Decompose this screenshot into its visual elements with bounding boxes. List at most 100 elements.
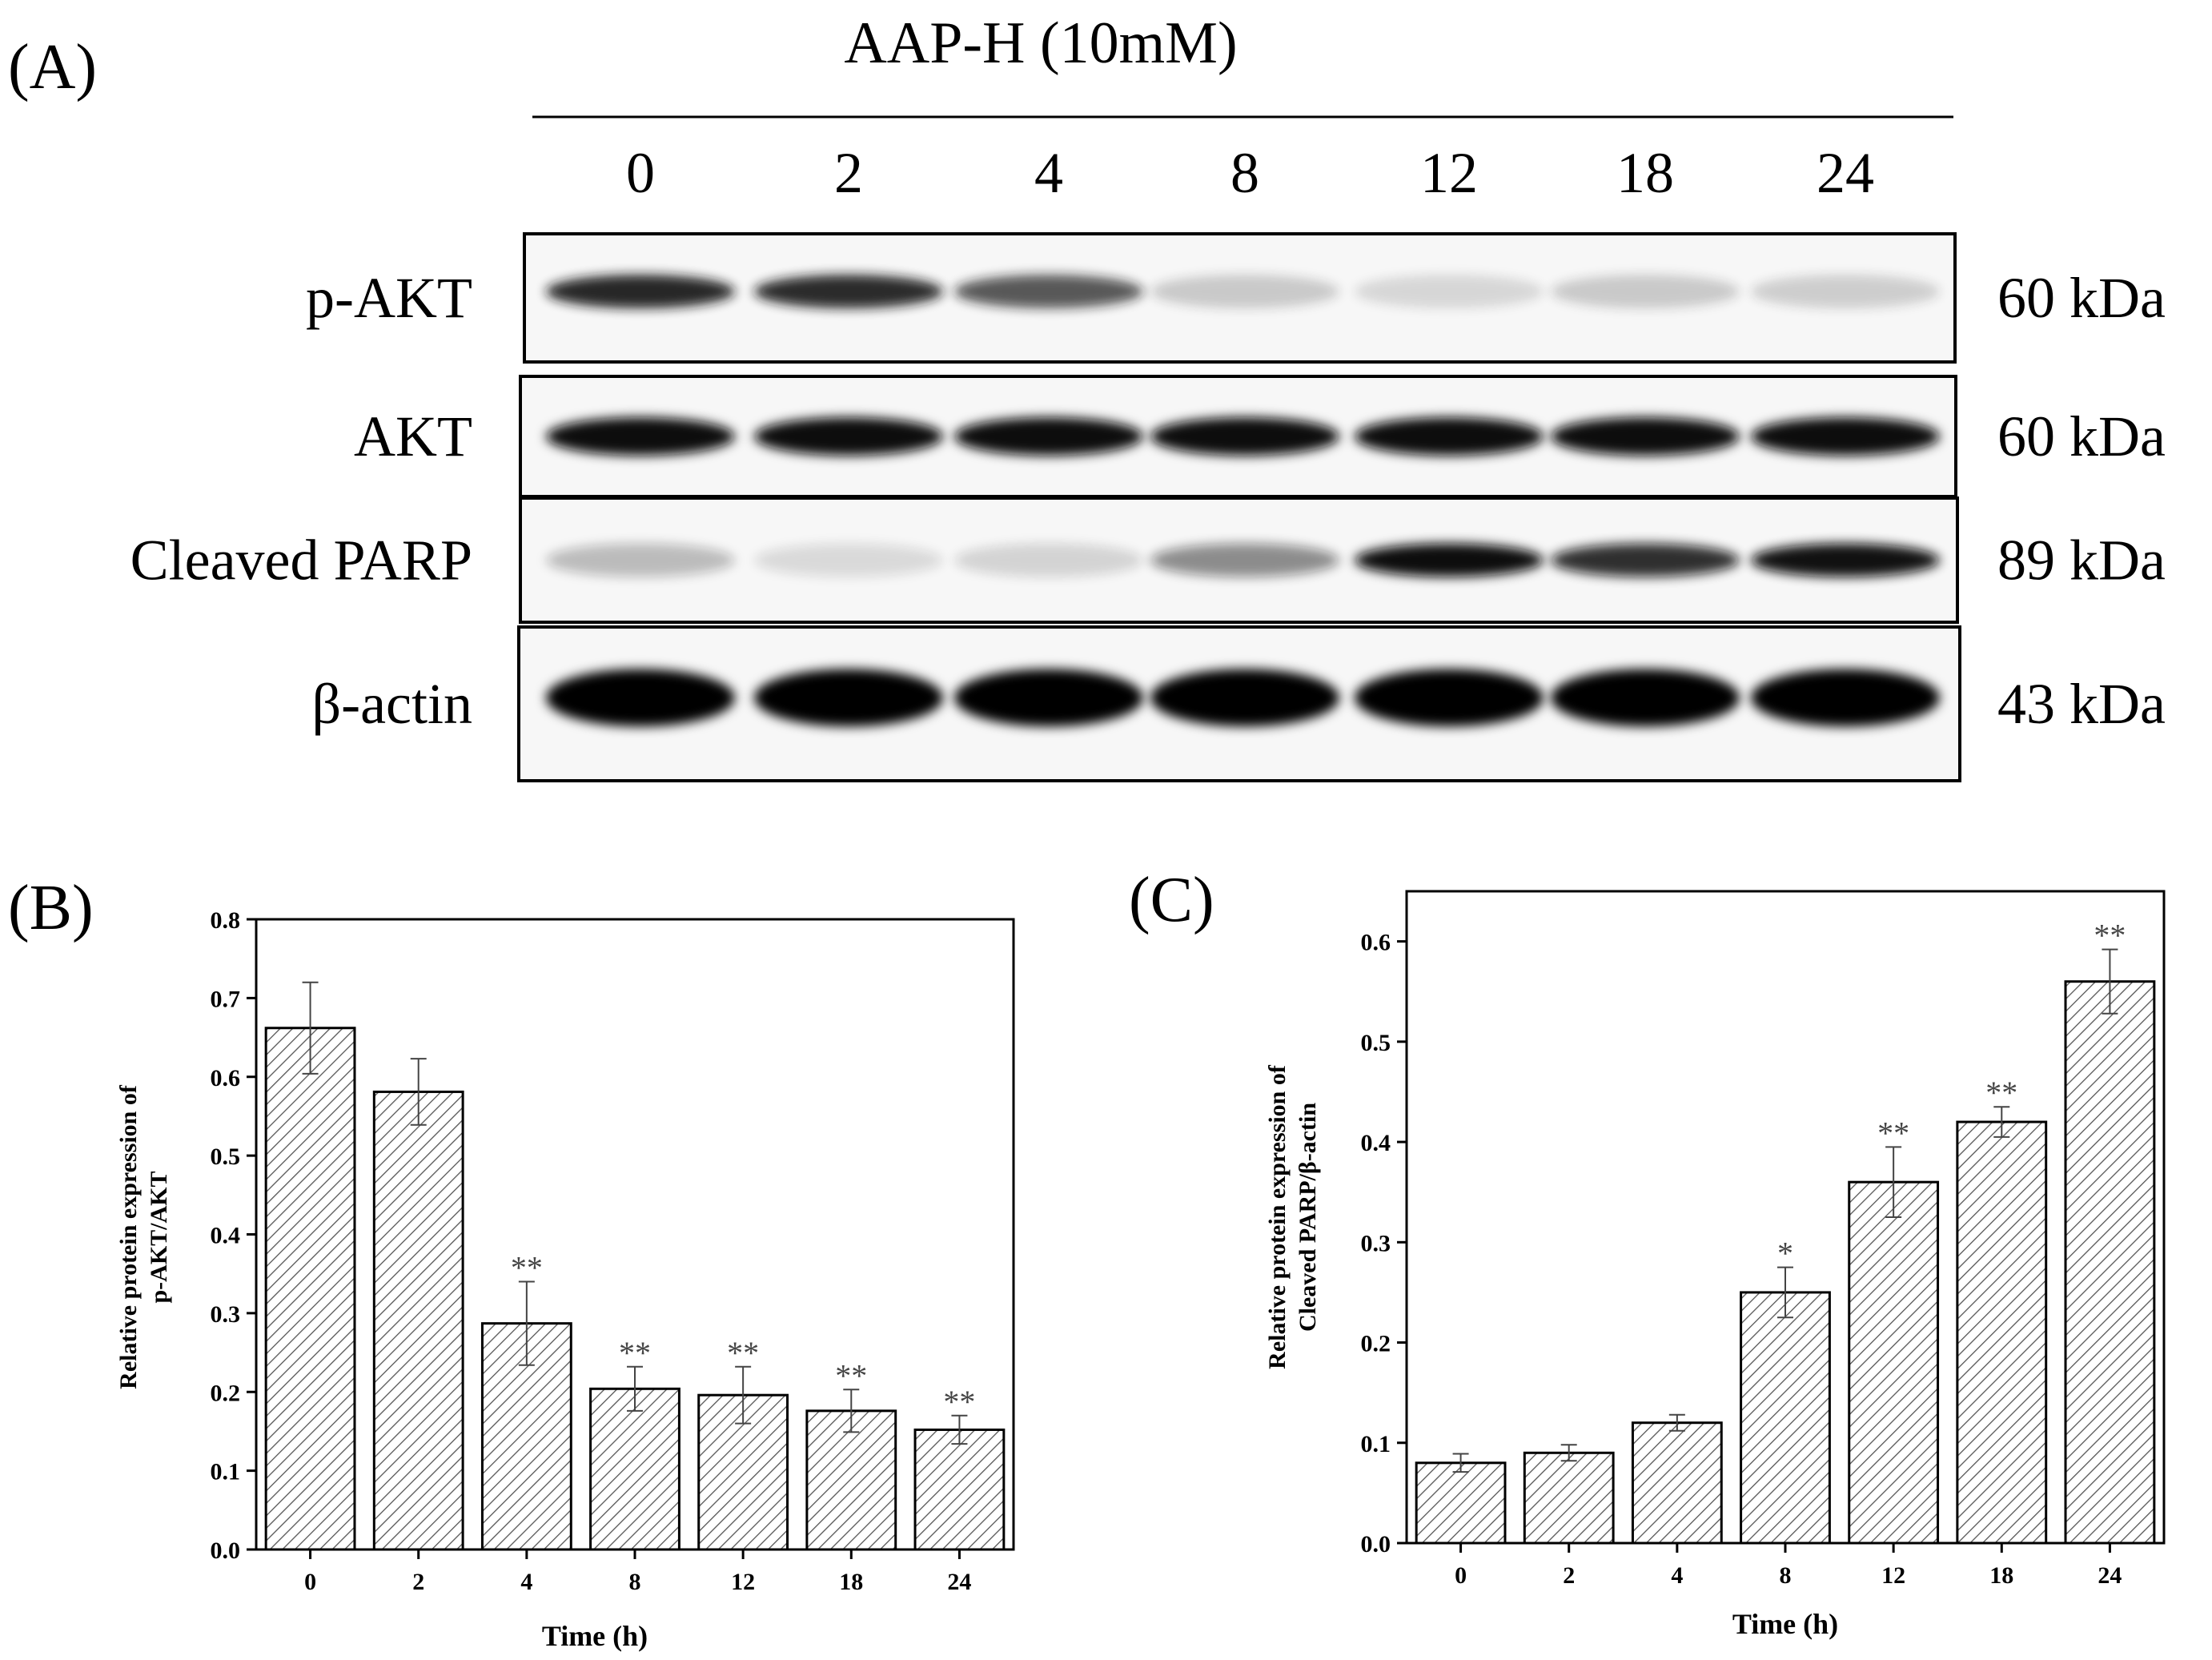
blot-band [754,275,943,308]
x-tick-label: 24 [2098,1562,2122,1589]
x-tick-label: 4 [520,1569,532,1595]
blot-band [1150,543,1339,577]
blot-strips: p-AKT 60 kDa AKT 60 kDa Cleaved PARP 89 kDa β-… [130,232,2166,782]
x-tick-label: 0 [304,1569,316,1595]
y-tick-label: 0.0 [1361,1531,1391,1558]
x-tick-label: 18 [839,1569,863,1595]
y-tick-label: 0.5 [1361,1030,1391,1056]
x-tick-label: 0 [1455,1562,1467,1589]
significance-mark: ** [1985,1075,2017,1111]
blot-band [1551,417,1740,456]
blot-band [1355,275,1544,308]
blot-band [546,417,735,456]
blot-band [1150,417,1339,456]
x-tick-label: 12 [1881,1562,1905,1589]
x-tick-label: 24 [947,1569,971,1595]
blot-row: β-actin 43 kDa [311,625,2166,782]
bar [805,1409,897,1551]
blot-band [1355,669,1544,727]
blot-band [954,275,1143,308]
chart-c: (C) ******* 0.00.10.20.30.40.50.6 0 2 4 8 12… [1129,865,2166,1640]
blot-band [754,669,943,727]
bar [2064,980,2156,1545]
panel-b-label: (B) [8,873,94,943]
lane-label: 24 [1817,141,1874,205]
protein-label: p-AKT [306,266,472,330]
y-tick-label: 0.6 [211,1065,241,1091]
y-tick-label: 0.3 [211,1301,241,1328]
x-tick-label: 2 [412,1569,424,1595]
blot-band [546,669,735,727]
lane-label: 18 [1616,141,1674,205]
blot-band [1551,669,1740,727]
blot-band [1551,275,1740,308]
blot-row: Cleaved PARP 89 kDa [130,496,2166,624]
lane-label: 12 [1420,141,1478,205]
y-tick-label: 0.1 [1361,1431,1391,1457]
protein-label: β-actin [311,672,472,736]
x-tick-label: 4 [1671,1562,1683,1589]
bar [1523,1451,1615,1545]
panel-c-label: (C) [1129,865,1214,935]
chart-c-ylabel-line2: Cleaved PARP/β-actin [1295,1103,1321,1332]
bar [1415,1461,1507,1545]
y-tick-label: 0.7 [211,986,241,1012]
bar [264,1027,356,1551]
blot-band [1751,543,1940,577]
y-tick-label: 0.3 [1361,1230,1391,1256]
bar [1740,1291,1831,1545]
bar [1631,1421,1723,1545]
size-label: 89 kDa [1997,529,2166,593]
x-tick-label: 18 [1989,1562,2013,1589]
significance-mark: ** [943,1384,975,1420]
y-tick-label: 0.0 [211,1537,241,1564]
lane-label: 2 [834,141,863,205]
blot-band [546,275,735,308]
y-tick-label: 0.4 [211,1223,241,1249]
blot-band [1751,417,1940,456]
western-blot-panel: (A) AAP-H (10mM) 0 2 4 8 12 18 24 p-AKT 60 kDaA… [8,10,2166,782]
blot-row: AKT 60 kDa [354,375,2166,498]
significance-mark: ** [1877,1115,1909,1151]
blot-band [1355,417,1544,456]
y-tick-label: 0.8 [211,907,241,934]
blot-band [954,417,1143,456]
bar [1848,1180,1940,1545]
blot-row: p-AKT 60 kDa [306,232,2166,364]
protein-label: AKT [354,404,472,468]
blot-band [1150,669,1339,727]
lane-label: 8 [1230,141,1259,205]
y-tick-label: 0.2 [211,1380,241,1406]
x-tick-label: 8 [1780,1562,1792,1589]
size-label: 60 kDa [1997,266,2166,330]
blot-band [1150,275,1339,308]
bar [913,1428,1006,1551]
x-tick-label: 12 [731,1569,755,1595]
chart-c-ylabel-line1: Relative protein expression of [1264,1064,1291,1369]
significance-mark: * [1777,1236,1793,1272]
chart-b-ylabel-line2: p-AKT/AKT [146,1171,172,1303]
chart-b-ylabel-line1: Relative protein expression of [115,1084,142,1389]
chart-b-xlabel: Time (h) [542,1620,648,1652]
significance-mark: ** [2094,918,2126,954]
x-tick-label: 8 [629,1569,641,1595]
y-tick-label: 0.1 [211,1459,241,1485]
significance-mark: ** [835,1357,867,1393]
bar [589,1387,680,1551]
protein-label: Cleaved PARP [130,529,472,593]
chart-c-xlabel: Time (h) [1732,1608,1838,1640]
treatment-label: AAP-H (10mM) [844,10,1237,76]
lane-labels: 0 2 4 8 12 18 24 [626,141,1874,205]
y-tick-label: 0.6 [1361,930,1391,956]
significance-mark: ** [727,1335,759,1371]
y-tick-label: 0.4 [1361,1130,1391,1156]
lane-label: 0 [626,141,655,205]
blot-band [754,417,943,456]
blot-band [954,543,1143,577]
significance-mark: ** [619,1335,651,1371]
blot-band [1355,543,1544,577]
panel-a-label: (A) [8,32,97,102]
bar [372,1090,464,1551]
size-label: 43 kDa [1997,672,2166,736]
